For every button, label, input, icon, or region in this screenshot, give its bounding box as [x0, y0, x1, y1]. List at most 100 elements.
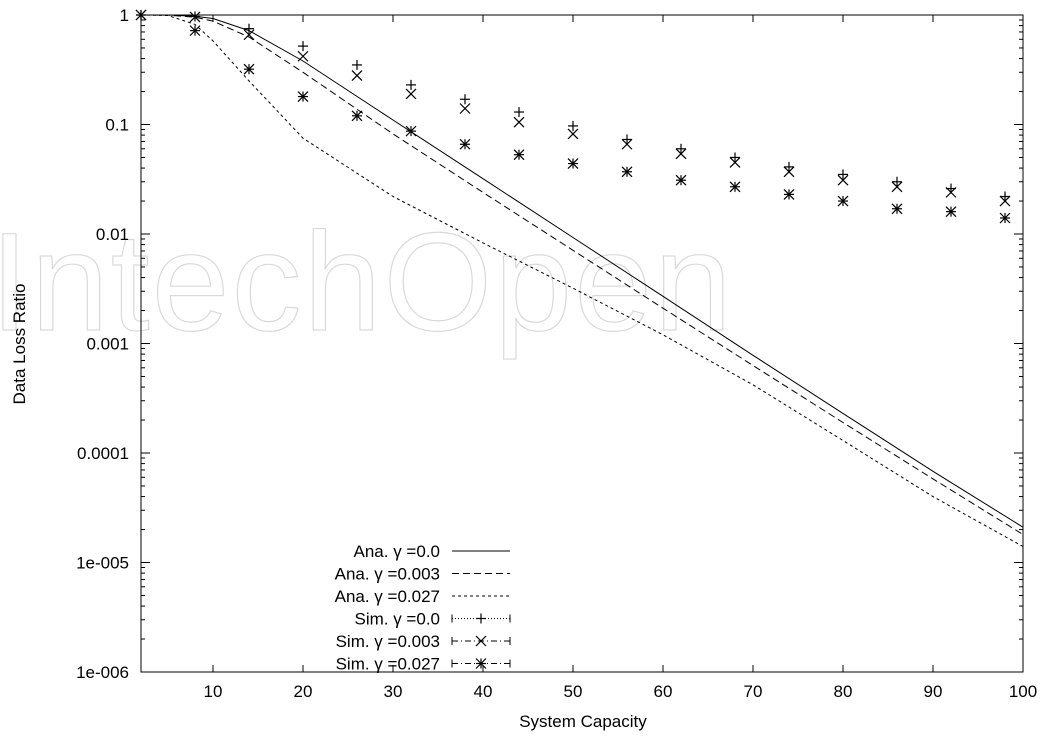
data-point — [729, 157, 741, 168]
legend-label: Ana. γ =0.003 — [335, 565, 440, 584]
data-point — [891, 181, 903, 193]
data-point — [783, 188, 795, 200]
legend-entry: Ana. γ =0.003 — [335, 565, 510, 584]
x-tick-label: 60 — [654, 682, 673, 701]
data-point — [729, 181, 741, 193]
y-tick-label: 0.0001 — [77, 444, 129, 463]
data-point — [621, 166, 633, 178]
y-tick-label: 0.001 — [86, 335, 129, 354]
marker-stroke — [243, 29, 255, 41]
data-point — [730, 152, 740, 163]
data-point — [945, 186, 957, 198]
data-point — [298, 41, 308, 52]
data-point — [475, 658, 487, 669]
marker-stroke — [351, 70, 363, 81]
marker-stroke — [475, 658, 487, 669]
marker-stroke — [945, 186, 957, 198]
data-point — [945, 206, 957, 218]
data-point — [243, 29, 255, 41]
legend: Ana. γ =0.0 Ana. γ =0.003 Ana. γ =0.027 Sim… — [335, 542, 511, 674]
marker-stroke — [189, 25, 201, 37]
data-point — [568, 120, 578, 131]
legend-entry: Ana. γ =0.027 — [335, 587, 510, 606]
series-line — [140, 14, 1024, 535]
legend-label: Ana. γ =0.0 — [354, 542, 440, 561]
legend-entry: Ana. γ =0.0 — [354, 542, 510, 561]
x-axis-label: System Capacity — [519, 712, 647, 731]
x-tick-label: 90 — [924, 682, 943, 701]
marker-stroke — [783, 188, 795, 200]
y-tick-label: 0.01 — [96, 225, 129, 244]
x-tick-label: 30 — [384, 682, 403, 701]
legend-label: Sim. γ =0.003 — [336, 632, 440, 651]
data-point — [406, 79, 416, 90]
marker-stroke — [729, 157, 741, 168]
marker-stroke — [567, 158, 579, 169]
marker-stroke — [405, 88, 417, 100]
marker-stroke — [999, 212, 1011, 224]
data-point — [891, 203, 903, 215]
data-point — [351, 70, 363, 81]
x-tick-label: 20 — [294, 682, 313, 701]
marker-stroke — [459, 138, 471, 150]
marker-stroke — [243, 63, 255, 75]
x-tick-label: 50 — [564, 682, 583, 701]
data-point — [675, 148, 687, 160]
data-point — [459, 138, 471, 150]
data-point — [460, 94, 470, 105]
marker-stroke — [621, 138, 633, 150]
marker-stroke — [945, 206, 957, 218]
data-point — [1000, 191, 1010, 202]
marker-stroke — [729, 181, 741, 193]
y-tick-label: 1e-006 — [76, 663, 129, 682]
data-point — [622, 134, 632, 145]
marker-stroke — [189, 11, 201, 23]
data-point — [892, 176, 902, 187]
marker-stroke — [475, 635, 487, 647]
data-point — [189, 25, 201, 37]
marker-stroke — [513, 116, 525, 128]
data-point — [837, 195, 849, 207]
data-point — [243, 63, 255, 75]
marker-stroke — [297, 50, 309, 62]
y-tick-label: 0.1 — [105, 116, 129, 135]
marker-stroke — [891, 181, 903, 193]
data-point — [999, 212, 1011, 224]
data-point — [567, 128, 579, 140]
data-point — [297, 50, 309, 62]
marker-stroke — [459, 103, 471, 114]
marker-stroke — [675, 148, 687, 160]
data-point — [476, 613, 486, 624]
marker-stroke — [567, 128, 579, 140]
series-points — [135, 9, 1011, 224]
marker-stroke — [837, 195, 849, 207]
y-tick-label: 1e-005 — [76, 554, 129, 573]
x-tick-label: 100 — [1009, 682, 1037, 701]
y-tick-label: 1 — [120, 6, 129, 25]
x-tick-label: 70 — [744, 682, 763, 701]
data-point — [475, 635, 487, 647]
y-axis-label: Data Loss Ratio — [10, 284, 29, 405]
legend-label: Sim. γ =0.0 — [354, 610, 440, 629]
watermark-text: IntechOpen — [0, 203, 734, 360]
series-points — [135, 9, 1011, 207]
data-point — [784, 161, 794, 172]
data-point — [513, 116, 525, 128]
data-point — [513, 149, 525, 161]
x-tick-label: 10 — [204, 682, 223, 701]
data-point — [297, 91, 309, 102]
data-point — [352, 59, 362, 70]
marker-stroke — [783, 166, 795, 178]
marker-stroke — [891, 203, 903, 215]
legend-entry: Sim. γ =0.003 — [336, 632, 511, 651]
marker-stroke — [405, 125, 417, 137]
legend-entry: Sim. γ =0.027 — [336, 655, 511, 674]
data-point — [514, 107, 524, 118]
legend-label: Sim. γ =0.027 — [336, 655, 440, 674]
x-tick-label: 40 — [474, 682, 493, 701]
data-point — [567, 158, 579, 169]
data-point — [351, 110, 363, 122]
data-point — [189, 11, 201, 23]
legend-entry: Sim. γ =0.0 — [354, 610, 511, 629]
axes: 10 20 30 40 50 60 70 80 90 100 1e-006 1e-005 0.0001 0… — [76, 6, 1037, 701]
